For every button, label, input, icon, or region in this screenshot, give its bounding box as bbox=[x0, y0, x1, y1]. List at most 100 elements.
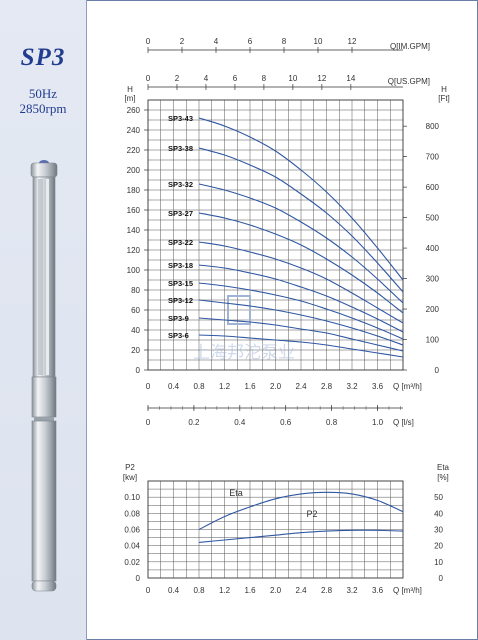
x-axis-ls-label: Q [l/s] bbox=[393, 418, 414, 427]
axis-tick-label: 8 bbox=[282, 37, 287, 46]
y-tick-label: 80 bbox=[131, 286, 140, 295]
y2-tick-label: 30 bbox=[434, 526, 443, 535]
head-chart-border bbox=[147, 99, 404, 371]
x2-tick-label: 0.2 bbox=[188, 418, 200, 427]
series-label-sp3-22: SP3-22 bbox=[168, 238, 193, 247]
x-tick-label: 2.0 bbox=[270, 586, 282, 595]
axis-tick-label: 0 bbox=[146, 37, 151, 46]
y-tick-label: 0.02 bbox=[124, 558, 140, 567]
y2-tick-label: 500 bbox=[426, 214, 440, 223]
axis-tick-label: 4 bbox=[214, 37, 219, 46]
y-tick-label: 0.10 bbox=[124, 493, 140, 502]
series-line-eta bbox=[198, 491, 404, 530]
series-label-sp3-32: SP3-32 bbox=[168, 180, 193, 189]
x-tick-label: 0.8 bbox=[193, 586, 205, 595]
x-tick-label: 1.6 bbox=[244, 586, 256, 595]
axis-tick-label: 10 bbox=[288, 74, 297, 83]
head-chart-y2-ticks: 0 100 200 300 400 500 600 700 800 bbox=[403, 122, 440, 375]
watermark-text: 上海邦沱泵业 bbox=[193, 343, 295, 362]
axis-tick-label: 2 bbox=[175, 74, 180, 83]
speed-label: 2850rpm bbox=[19, 101, 67, 116]
y2-tick-label: 800 bbox=[426, 122, 440, 131]
series-line-sp3-18 bbox=[198, 264, 404, 333]
y-tick-label: 0.08 bbox=[124, 509, 140, 518]
series-label-sp3-27: SP3-27 bbox=[168, 209, 193, 218]
y2-tick-label: 50 bbox=[434, 493, 443, 502]
x2-tick-label: 0 bbox=[146, 418, 151, 427]
x2-tick-label: 0.8 bbox=[326, 418, 338, 427]
head-chart-y2-unit: [Ft] bbox=[438, 94, 450, 103]
y2-tick-label: 200 bbox=[426, 305, 440, 314]
y-tick-label: 140 bbox=[127, 226, 141, 235]
y-tick-label: 220 bbox=[127, 146, 141, 155]
y-tick-label: 100 bbox=[127, 266, 141, 275]
y-tick-label: 260 bbox=[127, 106, 141, 115]
x-axis-bottom-label: Q [m³/h] bbox=[393, 586, 422, 595]
y-tick-label: 0 bbox=[136, 574, 141, 583]
y-tick-label: 0.04 bbox=[124, 542, 140, 551]
series-line-sp3-22 bbox=[198, 241, 404, 324]
x-tick-label: 0.4 bbox=[168, 586, 180, 595]
top-axis-im-gpm: Q[IM.GPM] 0 2 4 6 8 10 12 bbox=[146, 37, 430, 53]
axis-tick-label: 8 bbox=[262, 74, 267, 83]
frequency-label: 50Hz bbox=[28, 86, 58, 101]
y2-tick-label: 10 bbox=[434, 558, 443, 567]
x-tick-label: 3.2 bbox=[346, 586, 358, 595]
axis-tick-label: 12 bbox=[348, 37, 357, 46]
y-tick-label: 200 bbox=[127, 166, 141, 175]
x-tick-label: 2.4 bbox=[295, 382, 307, 391]
y-tick-label: 180 bbox=[127, 186, 141, 195]
x-tick-label: 2.4 bbox=[295, 586, 307, 595]
model-title: SP3 bbox=[20, 44, 66, 71]
y2-tick-label: 40 bbox=[434, 509, 443, 518]
axis-tick-label: 6 bbox=[248, 37, 253, 46]
y-tick-label: 0.06 bbox=[124, 526, 140, 535]
series-label-sp3-6: SP3-6 bbox=[168, 331, 189, 340]
x-tick-label: 1.6 bbox=[244, 382, 256, 391]
power-eta-chart-border bbox=[147, 480, 404, 579]
axis-tick-label: 12 bbox=[317, 74, 326, 83]
y-tick-label: 160 bbox=[127, 206, 141, 215]
series-line-sp3-38 bbox=[198, 147, 404, 293]
power-eta-chart-y2-unit: [%] bbox=[437, 473, 449, 482]
axis-tick-label: 2 bbox=[180, 37, 185, 46]
axis-tick-label: 0 bbox=[146, 74, 151, 83]
x-tick-label: 2.8 bbox=[321, 586, 333, 595]
head-chart-y2-label: H bbox=[441, 85, 447, 94]
series-line-sp3-27 bbox=[198, 212, 404, 314]
y2-tick-label: 0 bbox=[439, 574, 444, 583]
power-eta-chart-y-label: P2 bbox=[125, 463, 135, 472]
x-tick-label: 3.6 bbox=[372, 382, 384, 391]
x-axis-bottom-m3h: Q [m³/h] 0 0.4 0.8 1.2 1.6 2.0 2.4 2.8 3.2 3.6 bbox=[146, 586, 422, 595]
y-tick-label: 120 bbox=[127, 246, 141, 255]
x-tick-label: 1.2 bbox=[219, 586, 231, 595]
x-axis-m3h: Q [m³/h] 0 0.4 0.8 1.2 1.6 2.0 2.4 2.8 3.2 3.6 bbox=[146, 382, 422, 391]
x-axis-ls: Q [l/s] 0 0.2 0.4 0.6 0.8 1.0 bbox=[146, 405, 414, 427]
series-label-eta: Eta bbox=[229, 488, 243, 498]
x2-tick-label: 1.0 bbox=[372, 418, 384, 427]
y-tick-label: 240 bbox=[127, 126, 141, 135]
series-label-sp3-12: SP3-12 bbox=[168, 296, 193, 305]
x-axis-m3h-label: Q [m³/h] bbox=[393, 382, 422, 391]
x-tick-label: 0 bbox=[146, 382, 151, 391]
x-tick-label: 0.8 bbox=[193, 382, 205, 391]
top-axis-im-gpm-label: Q[IM.GPM] bbox=[390, 42, 430, 51]
y2-tick-label: 0 bbox=[435, 366, 440, 375]
watermark-logo bbox=[227, 295, 251, 325]
x-tick-label: 0.4 bbox=[168, 382, 180, 391]
x-tick-label: 2.8 bbox=[321, 382, 333, 391]
y2-tick-label: 700 bbox=[426, 153, 440, 162]
power-eta-chart-y2-ticks: 0 10 20 30 40 50 bbox=[434, 493, 443, 583]
series-label-p2: P2 bbox=[306, 509, 317, 519]
power-eta-chart-series: Eta P2 bbox=[198, 488, 404, 543]
top-axis-us-gpm: Q[US.GPM] 0 2 4 6 8 10 12 14 bbox=[146, 74, 430, 90]
head-chart-series: SP3-43 SP3-38 SP3-32 SP3-27 SP3-22 SP3-18 SP3-… bbox=[168, 114, 404, 358]
head-chart-y-ticks: 0 20 40 60 80 100 120 140 160 180 200 220 240 260 bbox=[127, 106, 148, 375]
head-chart-y-unit: [m] bbox=[124, 94, 135, 103]
y2-tick-label: 100 bbox=[426, 336, 440, 345]
head-chart: 上海邦沱泵业 SP3-43SP3-38SP3-32SP3-27SP3-22SP3… bbox=[124, 85, 449, 375]
x2-tick-label: 0.6 bbox=[280, 418, 292, 427]
series-line-sp3-43 bbox=[198, 117, 404, 281]
series-label-sp3-43: SP3-43 bbox=[168, 114, 193, 123]
